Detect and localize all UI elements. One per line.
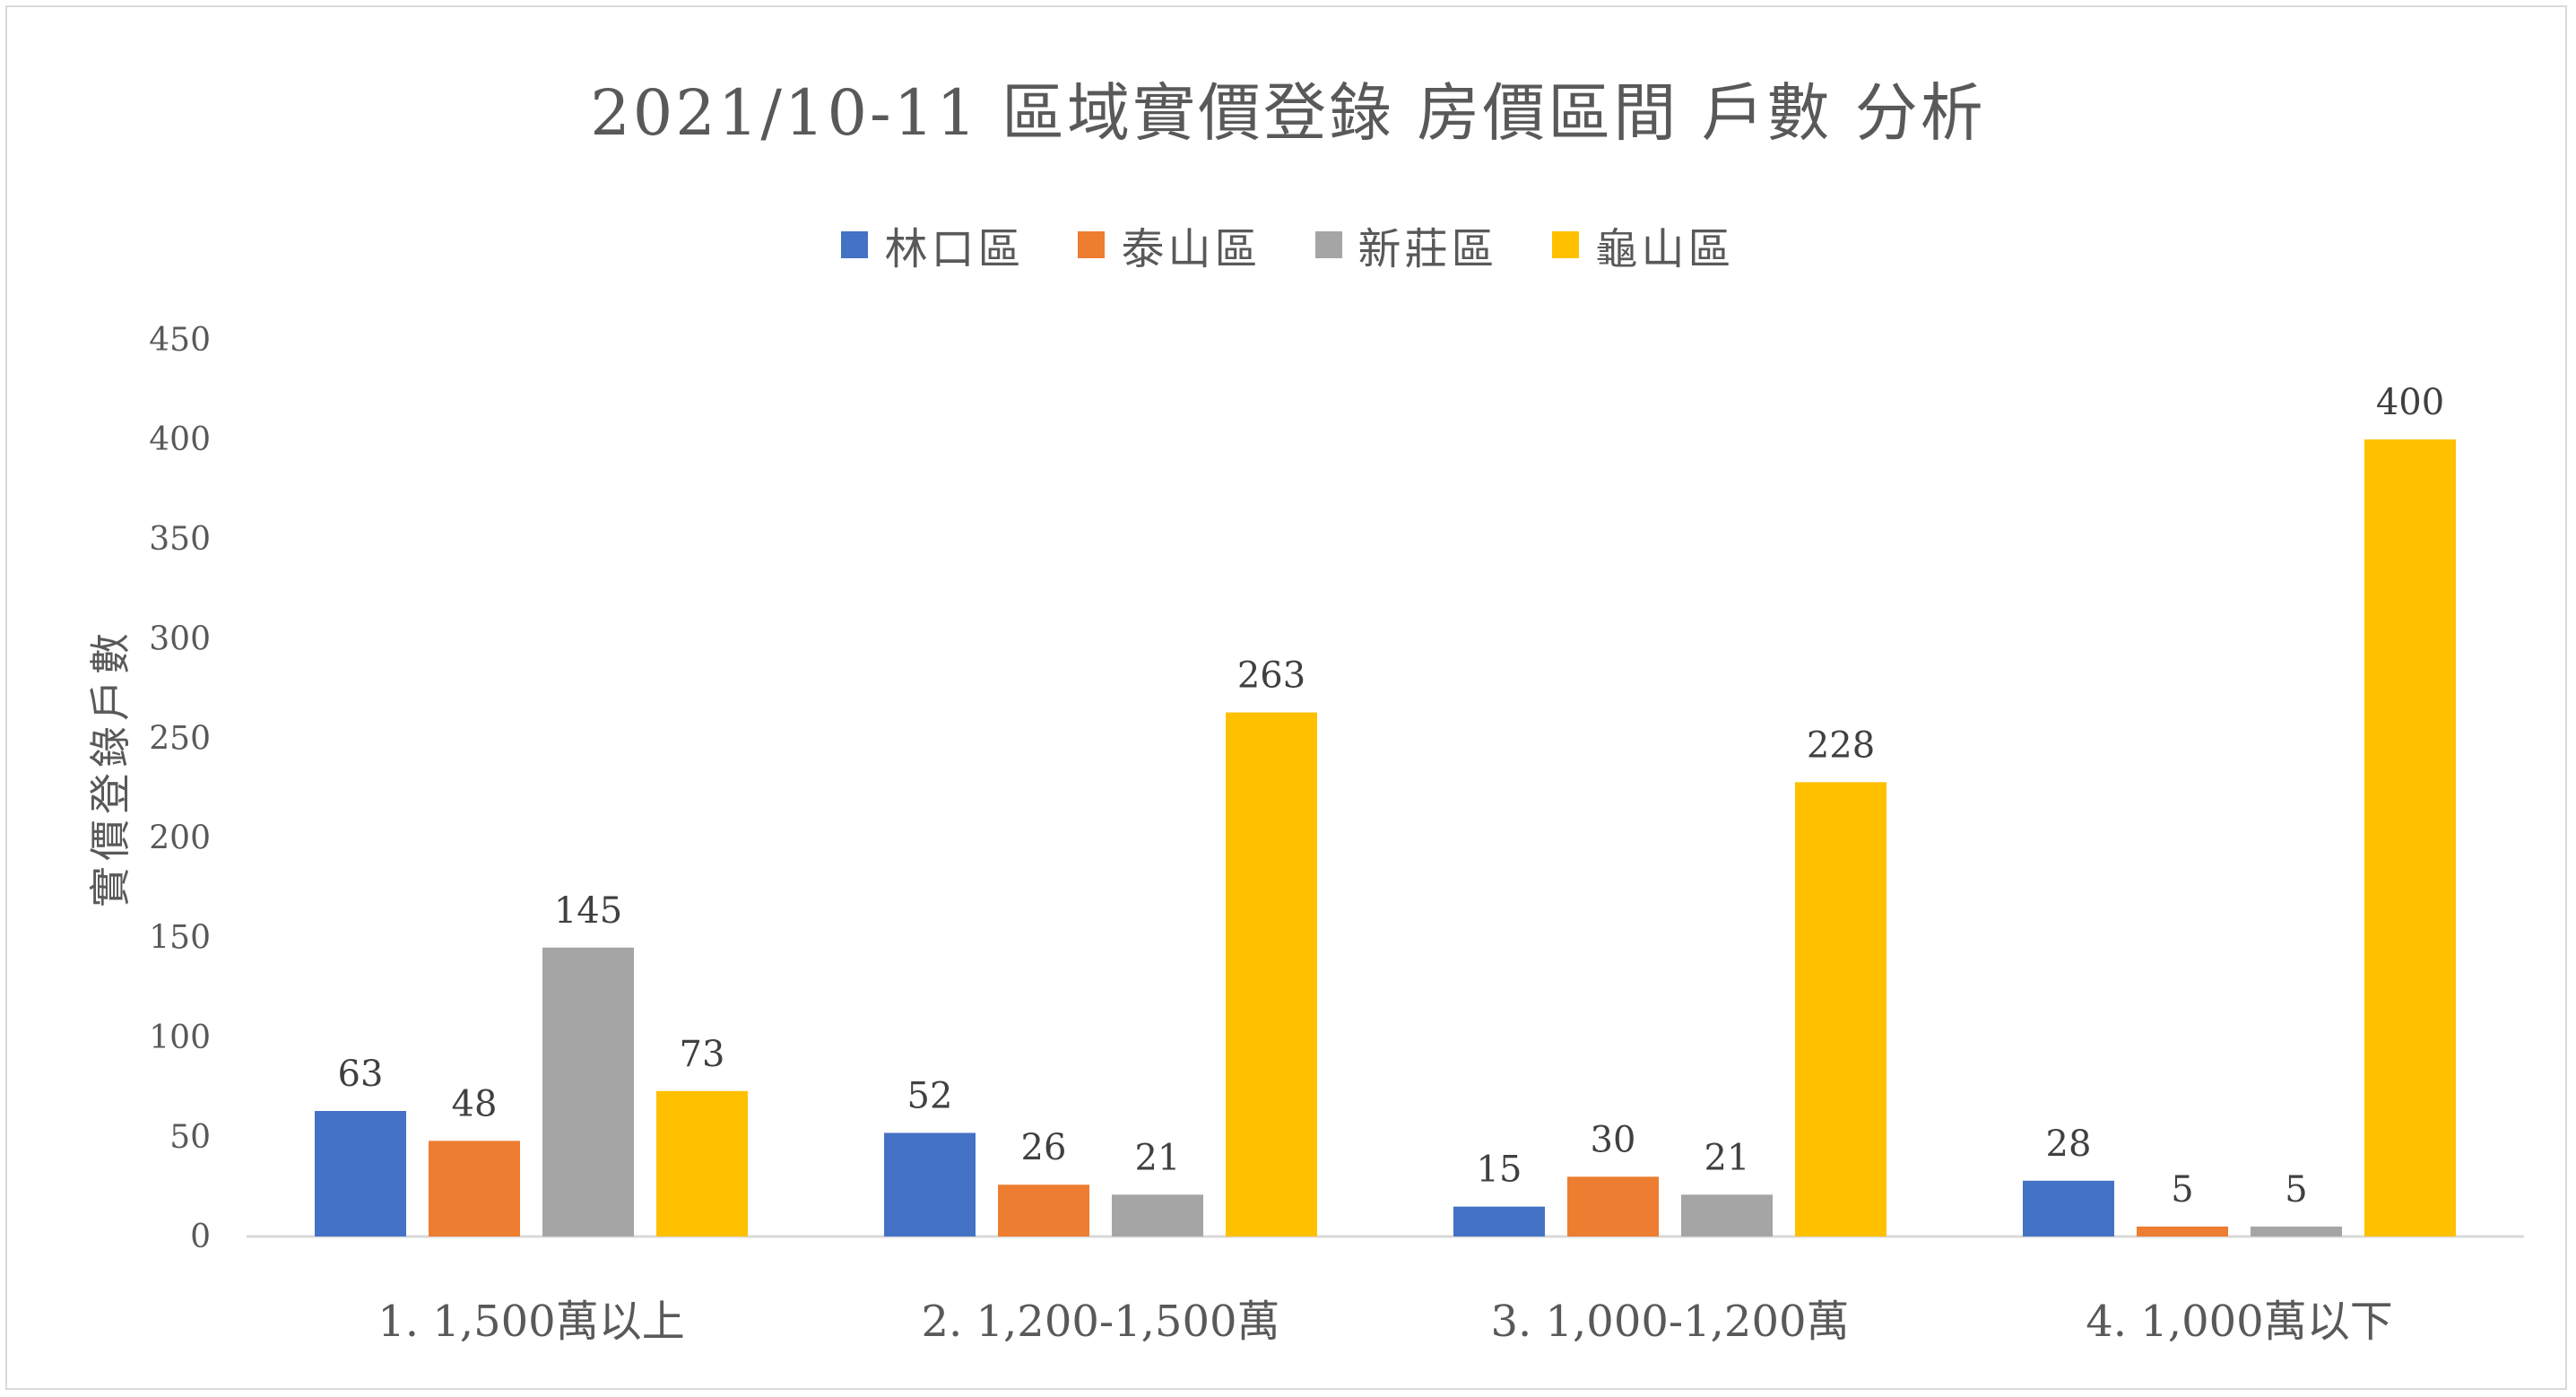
bar (998, 1184, 1089, 1236)
bar (2364, 439, 2456, 1237)
bar (2023, 1180, 2114, 1236)
bar (429, 1141, 520, 1236)
legend-label: 泰山區 (1121, 224, 1262, 274)
legend-label: 林口區 (884, 224, 1025, 274)
data-label: 21 (1704, 1137, 1750, 1178)
legend-swatch (1314, 231, 1342, 258)
legend-swatch (841, 231, 869, 258)
bar (2137, 1226, 2228, 1236)
data-label: 400 (2376, 382, 2444, 423)
y-tick-label: 400 (149, 421, 211, 458)
y-tick-label: 300 (149, 620, 211, 657)
legend-swatch (1551, 231, 1579, 258)
y-tick-label: 250 (149, 720, 211, 757)
legend-swatch (1078, 231, 1106, 258)
x-category-label: 2. 1,200-1,500萬 (921, 1297, 1279, 1347)
data-label: 5 (2285, 1169, 2307, 1210)
x-category-label: 4. 1,000萬以下 (2086, 1297, 2392, 1347)
chart-legend: 林口區 泰山區 新莊區 龜山區 (0, 213, 2576, 276)
y-tick-label: 150 (149, 920, 211, 957)
data-label: 5 (2171, 1169, 2193, 1210)
chart-title: 2021/10-11 區域實價登錄 房價區間 戶數 分析 (590, 76, 1986, 150)
bar (2251, 1226, 2342, 1236)
y-tick-label: 200 (149, 820, 211, 857)
bar (1226, 712, 1317, 1236)
bar (1567, 1176, 1659, 1236)
bar (1112, 1194, 1203, 1236)
data-label: 15 (1477, 1150, 1522, 1191)
data-label: 228 (1807, 725, 1875, 766)
y-tick-label: 350 (149, 521, 211, 558)
y-tick-label: 0 (190, 1219, 211, 1255)
legend-item-series-1: 林口區 (841, 213, 1024, 276)
data-label: 21 (1135, 1137, 1181, 1178)
data-label: 73 (680, 1034, 725, 1075)
bar (1795, 782, 1886, 1236)
x-category-label: 1. 1,500萬以上 (377, 1297, 684, 1347)
data-label: 263 (1237, 655, 1305, 697)
legend-label: 新莊區 (1357, 224, 1498, 274)
legend-item-series-4: 龜山區 (1551, 213, 1735, 276)
bar (542, 947, 634, 1236)
data-label: 30 (1591, 1119, 1636, 1160)
y-tick-label: 50 (169, 1119, 211, 1156)
legend-item-series-2: 泰山區 (1078, 213, 1261, 276)
legend-label: 龜山區 (1594, 224, 1735, 274)
bar (884, 1132, 976, 1236)
bar (1453, 1206, 1545, 1236)
data-label: 48 (452, 1083, 498, 1124)
y-tick-label: 100 (149, 1020, 211, 1056)
legend-item-series-3: 新莊區 (1314, 213, 1498, 276)
data-label: 52 (907, 1075, 953, 1116)
x-category-label: 3. 1,000-1,200萬 (1490, 1297, 1849, 1347)
data-label: 28 (2046, 1124, 2092, 1165)
bar (1681, 1194, 1773, 1236)
data-label: 26 (1021, 1127, 1067, 1168)
y-tick-label: 450 (149, 322, 211, 359)
data-label: 63 (338, 1054, 384, 1095)
bar (656, 1090, 748, 1236)
bar (315, 1111, 406, 1236)
data-label: 145 (554, 890, 622, 932)
